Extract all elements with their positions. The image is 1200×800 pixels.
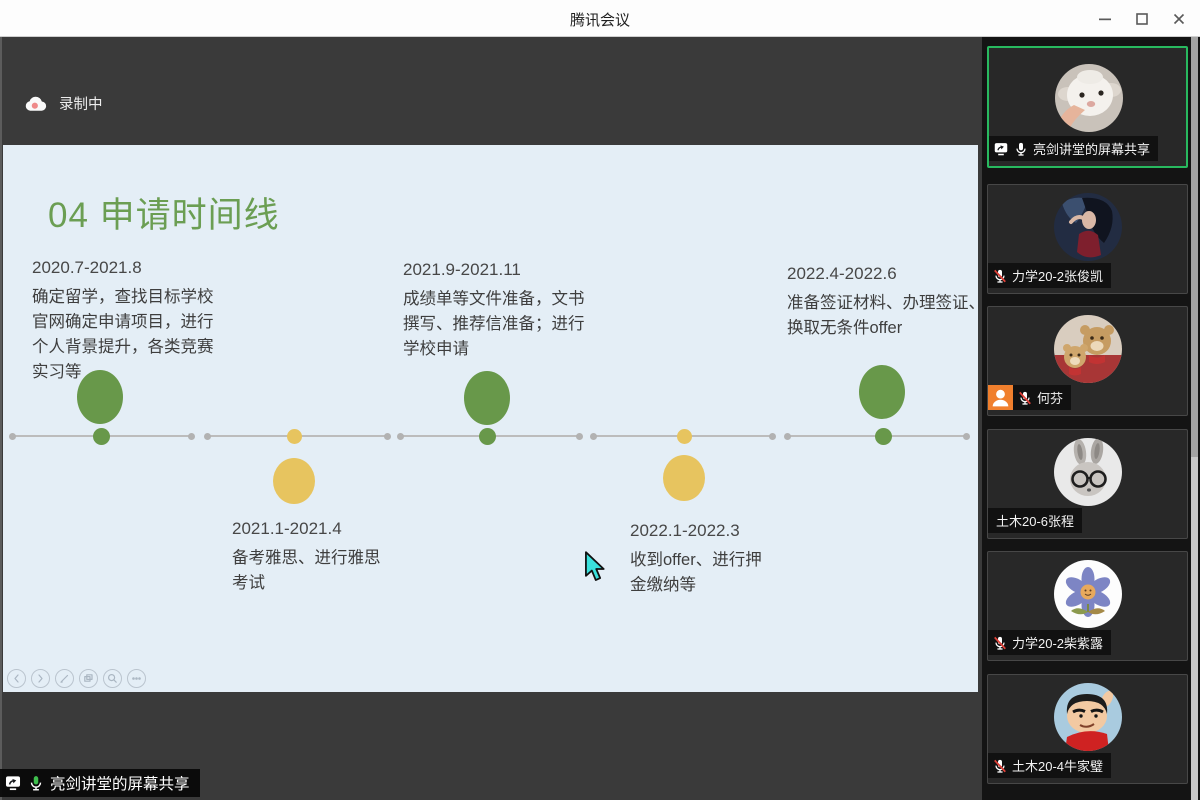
member-badge-icon — [988, 385, 1013, 410]
avatar — [1054, 560, 1122, 628]
event-date: 2021.9-2021.11 — [403, 260, 521, 279]
slide-title: 04 申请时间线 — [48, 196, 280, 235]
pen-button[interactable] — [55, 669, 74, 688]
event-date: 2022.1-2022.3 — [630, 521, 740, 540]
timeline-marker-green — [77, 370, 123, 424]
timeline-marker-yellow — [663, 455, 705, 501]
timeline-marker-yellow — [273, 458, 315, 504]
participant-name: 土木20-6张程 — [996, 514, 1075, 529]
timeline-node-green — [92, 427, 110, 445]
participant-tile[interactable]: 力学20-2张俊凯 — [987, 184, 1188, 294]
mic-muted-icon — [994, 636, 1006, 650]
event-text: 备考雅思、进行雅思 考试 — [232, 549, 381, 592]
participant-tile[interactable]: 土木20-6张程 — [987, 429, 1188, 539]
event-date: 2022.4-2022.6 — [787, 264, 897, 283]
screen-share-banner: 亮剑讲堂的屏幕共享 — [0, 769, 200, 797]
participant-label: 力学20-2张俊凯 — [988, 263, 1112, 288]
participant-label: 何芬 — [988, 385, 1072, 410]
timeline-event: 2022.1-2022.3 收到offer、进行押 金缴纳等 — [630, 521, 810, 598]
slide-toolbar — [7, 669, 146, 688]
timeline-node-green — [874, 427, 892, 445]
slides-icon — [84, 674, 93, 682]
participants-sidebar: 亮剑讲堂的屏幕共享 — [982, 37, 1200, 800]
participant-name: 土木20-4牛家璧 — [1012, 759, 1104, 774]
magnifier-icon — [107, 673, 117, 683]
participant-tile[interactable]: 力学20-2柴紫露 — [987, 551, 1188, 661]
timeline-node-yellow — [286, 428, 302, 444]
timeline-node-green — [478, 427, 496, 445]
mic-muted-icon — [994, 759, 1006, 773]
minimize-button[interactable] — [1092, 6, 1118, 32]
timeline-event: 2021.9-2021.11 成绩单等文件准备，文书 撰写、推荐信准备；进行 学… — [403, 260, 663, 362]
next-slide-icon — [38, 674, 43, 683]
event-date: 2021.1-2021.4 — [232, 519, 342, 538]
avatar — [1054, 438, 1122, 506]
timeline-marker-green — [464, 371, 510, 425]
participant-tile[interactable]: 何芬 — [987, 306, 1188, 416]
participant-label: 土木20-6张程 — [988, 508, 1083, 533]
participant-name: 何芬 — [1037, 391, 1064, 406]
timeline-event: 2020.7-2021.8 确定留学，查找目标学校 官网确定申请项目，进行 个人… — [32, 258, 292, 385]
maximize-button[interactable] — [1129, 6, 1155, 32]
mic-muted-icon — [1019, 391, 1031, 405]
mic-active-icon — [30, 776, 42, 791]
event-date: 2020.7-2021.8 — [32, 258, 142, 277]
window-title: 腾讯会议 — [569, 12, 630, 29]
event-text: 准备签证材料、办理签证、 换取无条件offer — [787, 294, 985, 337]
slides-button[interactable] — [79, 669, 98, 688]
participant-name: 力学20-2张俊凯 — [1012, 269, 1104, 284]
event-text: 成绩单等文件准备，文书 撰写、推荐信准备；进行 学校申请 — [403, 290, 585, 358]
mouse-cursor-icon — [585, 551, 605, 581]
mic-on-icon — [1016, 142, 1026, 156]
participant-label: 亮剑讲堂的屏幕共享 — [989, 136, 1159, 161]
participant-name: 力学20-2柴紫露 — [1012, 636, 1104, 651]
more-button[interactable] — [127, 669, 146, 688]
participant-label: 土木20-4牛家璧 — [988, 753, 1112, 778]
titlebar: 腾讯会议 — [0, 0, 1200, 37]
avatar — [1054, 315, 1122, 383]
avatar — [1054, 193, 1122, 261]
sidebar-scrollbar[interactable] — [1191, 37, 1198, 800]
screen-share-icon — [5, 776, 21, 791]
avatar — [1055, 64, 1123, 132]
minimize-icon — [1099, 18, 1111, 21]
previous-slide-button[interactable] — [7, 669, 26, 688]
scrollbar-thumb[interactable] — [1191, 37, 1198, 457]
close-icon — [1173, 13, 1185, 25]
timeline-node-yellow — [676, 428, 692, 444]
close-button[interactable] — [1166, 6, 1192, 32]
timeline-marker-green — [859, 365, 905, 419]
recording-indicator[interactable]: 录制中 — [24, 93, 103, 114]
event-text: 收到offer、进行押 金缴纳等 — [630, 551, 762, 594]
event-text: 确定留学，查找目标学校 官网确定申请项目，进行 个人背景提升，各类竞赛 实习等 — [32, 288, 214, 381]
avatar — [1054, 683, 1122, 751]
screen-share-icon — [994, 142, 1008, 155]
timeline-event: 2022.4-2022.6 准备签证材料、办理签证、 换取无条件offer — [787, 264, 987, 341]
participant-tile[interactable]: 亮剑讲堂的屏幕共享 — [987, 46, 1188, 168]
share-banner-label: 亮剑讲堂的屏幕共享 — [50, 776, 190, 793]
mic-muted-icon — [994, 269, 1006, 283]
participant-label: 力学20-2柴紫露 — [988, 630, 1112, 655]
presentation-slide: 04 申请时间线 2020.7-2021.8 确定留学，查找目标学校 官网确定申… — [3, 145, 985, 692]
cloud-record-icon — [25, 96, 47, 111]
previous-slide-icon — [14, 674, 19, 683]
ellipsis-icon — [132, 677, 141, 680]
participant-tile[interactable]: 土木20-4牛家璧 — [987, 674, 1188, 784]
pen-icon — [60, 674, 69, 683]
maximize-icon — [1136, 13, 1148, 25]
participant-name: 亮剑讲堂的屏幕共享 — [1033, 142, 1151, 157]
next-slide-button[interactable] — [31, 669, 50, 688]
zoom-button[interactable] — [103, 669, 122, 688]
recording-label: 录制中 — [59, 97, 103, 113]
timeline-event: 2021.1-2021.4 备考雅思、进行雅思 考试 — [232, 519, 422, 596]
